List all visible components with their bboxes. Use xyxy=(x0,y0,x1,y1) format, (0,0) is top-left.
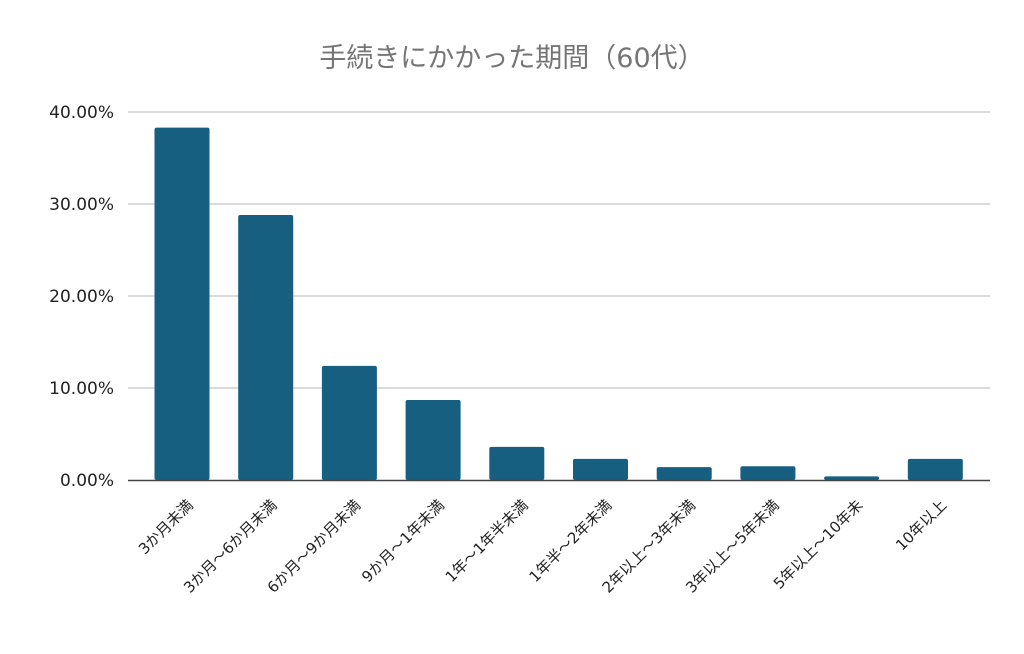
x-tick-label: 3年以上～5年未満 xyxy=(682,496,782,596)
x-tick-label: 1年～1年半未満 xyxy=(442,496,532,586)
bar xyxy=(321,365,377,480)
y-tick-label: 10.00% xyxy=(49,379,114,399)
x-tick-label: 9か月～1年未満 xyxy=(358,496,448,586)
x-tick-label: 5年以上～10年未 xyxy=(770,496,867,593)
x-tick-label: 6か月～9か月未満 xyxy=(264,496,364,596)
x-tick-label: 1年半～2年未満 xyxy=(525,496,615,586)
bar xyxy=(907,458,963,480)
bar xyxy=(405,399,461,480)
x-tick-label: 10年以上 xyxy=(892,496,950,554)
bar xyxy=(824,476,880,480)
y-tick-label: 20.00% xyxy=(49,287,114,307)
x-tick-label: 3か月未満 xyxy=(135,496,197,558)
bar xyxy=(238,215,294,481)
chart-title: 手続きにかかった期間（60代） xyxy=(319,43,704,74)
bar xyxy=(656,467,712,480)
bar xyxy=(573,458,628,480)
bar xyxy=(154,127,210,480)
y-tick-label: 0.00% xyxy=(60,471,114,491)
bar xyxy=(740,466,796,480)
y-tick-label: 30.00% xyxy=(49,195,114,215)
y-tick-label: 40.00% xyxy=(49,103,114,123)
bar xyxy=(489,446,545,480)
